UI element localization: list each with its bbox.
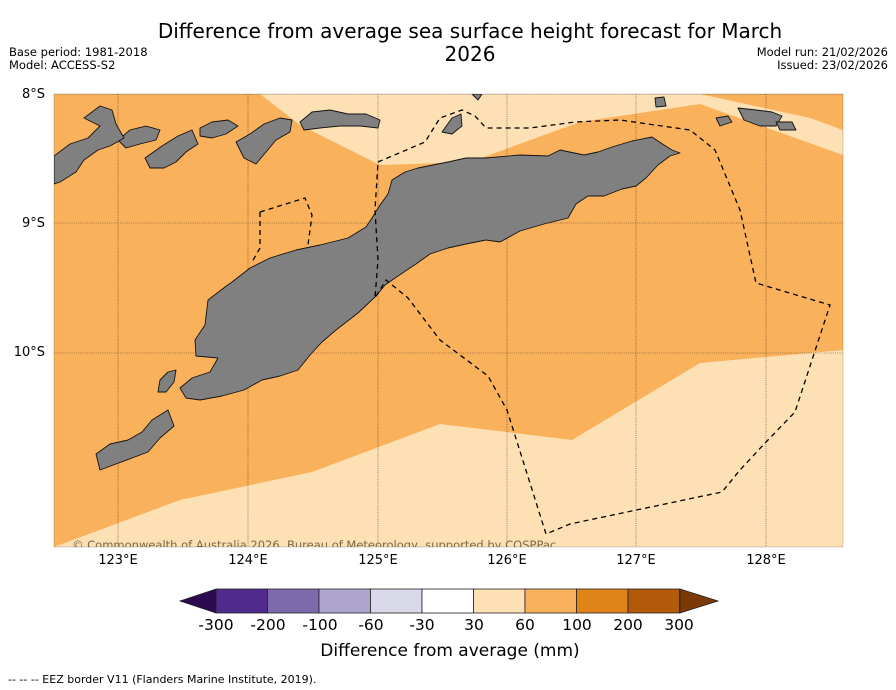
eez-border: [251, 109, 831, 535]
cb-tick-m60: -60: [358, 616, 384, 634]
leti-island: [737, 107, 783, 127]
cb-tick-300: 300: [664, 616, 694, 634]
lon-label-128e: 128°E: [746, 553, 786, 568]
colorbar-segment: [215, 588, 268, 614]
colorbar: [178, 588, 720, 614]
colorbar-segment: [576, 588, 629, 614]
chart-title: Difference from average sea surface heig…: [157, 19, 783, 66]
lat-label-10s: 10°S: [13, 345, 45, 360]
meta-left: Base period: 1981-2018 Model: ACCESS-S2: [9, 46, 148, 72]
issued-text: Issued: 23/02/2026: [777, 58, 888, 72]
lembata-island: [144, 129, 199, 169]
colorbar-segment: [318, 588, 371, 614]
flores-island: [54, 105, 125, 185]
copyright-text: © Commonwealth of Australia 2026, Bureau…: [72, 538, 556, 552]
pantar-island: [199, 119, 239, 139]
lat-label-9s: 9°S: [21, 216, 45, 231]
adonara-island: [117, 125, 161, 149]
colorbar-segment: [524, 588, 577, 614]
semau-island: [157, 369, 177, 393]
colorbar-segment: [267, 588, 320, 614]
cb-tick-m200: -200: [250, 616, 286, 634]
cb-tick-m300: -300: [198, 616, 234, 634]
rote-island: [95, 409, 175, 471]
colorbar-over-triangle: [679, 588, 720, 614]
lon-label-124e: 124°E: [228, 553, 268, 568]
atauro-island: [441, 113, 463, 135]
lon-label-126e: 126°E: [487, 553, 527, 568]
cb-tick-100: 100: [562, 616, 592, 634]
colorbar-under-triangle: [178, 588, 217, 614]
romang-island: [715, 115, 733, 127]
wetar-island: [299, 109, 381, 131]
high-anomaly-region-ne: [700, 94, 843, 130]
cb-tick-30: 30: [464, 616, 484, 634]
eez-legend-note: -- -- -- EEZ border V11 (Flanders Marine…: [8, 673, 317, 686]
timor-island: [179, 136, 681, 401]
kisar-island: [654, 96, 667, 108]
lat-label-8s: 8°S: [21, 87, 45, 102]
alor-island: [235, 117, 293, 165]
wetar-north-tip: [471, 94, 483, 101]
land: [54, 94, 797, 471]
lon-label-125e: 125°E: [358, 553, 398, 568]
colorbar-title: Difference from average (mm): [320, 641, 580, 661]
cb-tick-200: 200: [613, 616, 643, 634]
model-run-text: Model run: 21/02/2026: [756, 45, 888, 59]
cb-tick-m30: -30: [409, 616, 435, 634]
cb-tick-60: 60: [515, 616, 535, 634]
lon-label-127e: 127°E: [616, 553, 656, 568]
model-text: Model: ACCESS-S2: [9, 58, 116, 72]
lon-label-123e: 123°E: [98, 553, 138, 568]
moa-island: [775, 121, 797, 131]
meta-right: Model run: 21/02/2026 Issued: 23/02/2026: [757, 46, 888, 72]
colorbar-segment: [627, 588, 680, 614]
high-anomaly-region: [54, 94, 843, 547]
colorbar-segment: [473, 588, 526, 614]
base-period-text: Base period: 1981-2018: [9, 45, 148, 59]
colorbar-segment: [421, 588, 474, 614]
colorbar-segment: [370, 588, 423, 614]
cb-tick-m100: -100: [302, 616, 338, 634]
